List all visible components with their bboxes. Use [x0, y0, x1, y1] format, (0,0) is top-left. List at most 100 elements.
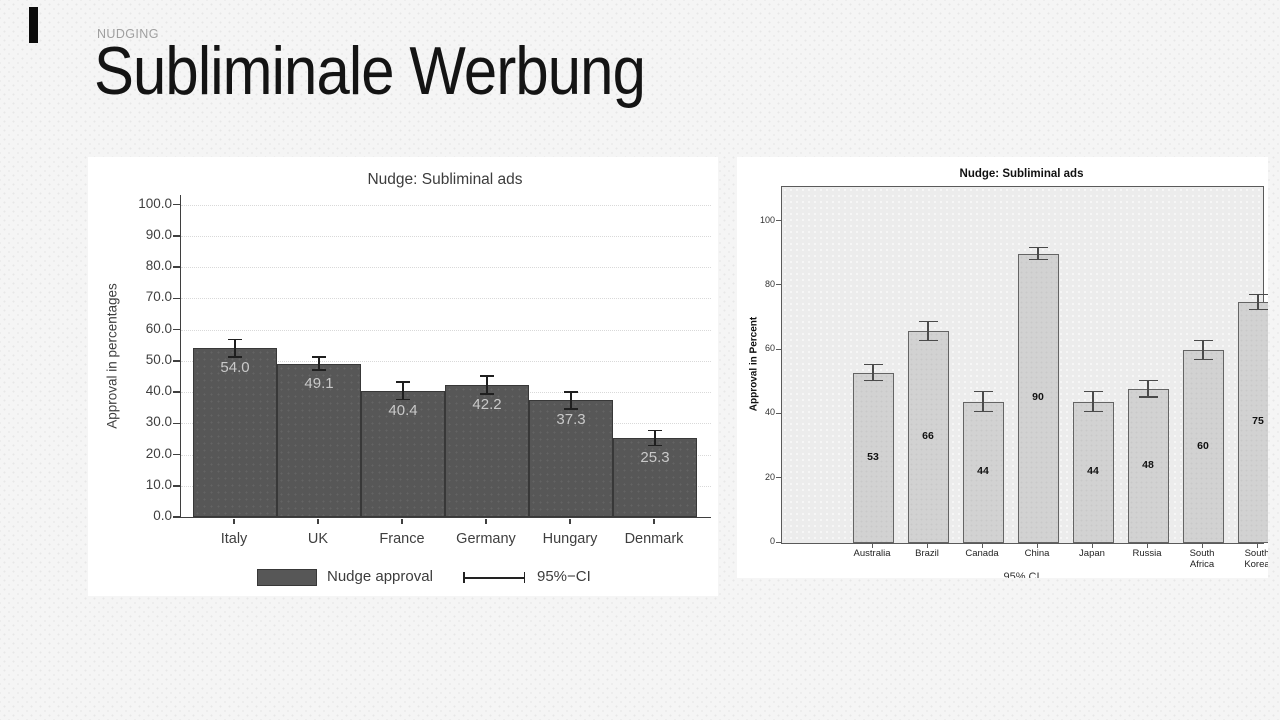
- error-bar-cap-top: [1248, 293, 1268, 295]
- x-tick-label: Australia: [853, 548, 891, 559]
- y-tick-mark: [776, 477, 781, 479]
- bar-value-label: 25.3: [640, 448, 670, 466]
- error-bar: [863, 364, 883, 381]
- bar-value-label: 37.3: [556, 411, 586, 429]
- error-bar-cap-bottom: [1193, 359, 1213, 361]
- error-bar-line: [486, 375, 488, 395]
- bar-value-label: 42.2: [472, 396, 502, 414]
- x-tick-mark: [485, 518, 487, 524]
- y-tick-label: 60.0: [145, 320, 172, 336]
- error-bar: [1248, 293, 1268, 311]
- x-tick-mark: [1091, 544, 1093, 548]
- error-bar-line: [1037, 247, 1039, 261]
- error-bar-cap-bottom: [1083, 410, 1103, 412]
- error-bar-cap-bottom: [312, 369, 326, 371]
- error-bar: [973, 391, 993, 412]
- error-bar-line: [982, 391, 984, 412]
- error-bar-line: [402, 381, 404, 401]
- x-tick-label: Canada: [965, 548, 999, 559]
- error-bar-cap-top: [396, 381, 410, 383]
- legend-bar-swatch-icon: [257, 569, 317, 586]
- y-tick-mark: [173, 328, 180, 331]
- x-tick-mark: [1036, 544, 1038, 548]
- bar-south-korea: [1237, 301, 1268, 543]
- y-tick-mark: [776, 412, 781, 414]
- error-bar-line: [1202, 339, 1204, 361]
- error-bar: [396, 381, 410, 401]
- bar-value-label: 49.1: [304, 374, 334, 392]
- x-tick-mark: [653, 518, 655, 524]
- bar-value-label: 40.4: [388, 401, 418, 419]
- gridline: [181, 204, 711, 206]
- error-bar-line: [1092, 391, 1094, 412]
- gridline: [181, 267, 711, 268]
- y-tick-mark: [173, 297, 180, 299]
- error-bar-line: [872, 364, 874, 381]
- x-tick-mark: [233, 518, 235, 524]
- x-tick-label: Japan: [1079, 548, 1105, 559]
- x-tick-label: Denmark: [624, 531, 684, 547]
- bar-value-label: 44: [1087, 465, 1099, 478]
- error-bar-cap-top: [648, 429, 662, 431]
- right-chart-plot-area: 53 66 44 90 44 48 60 75: [781, 186, 1268, 544]
- x-tick-label: Germany: [456, 531, 516, 547]
- error-bar: [312, 356, 326, 371]
- x-tick-label: Hungary: [542, 531, 598, 547]
- bar-france: 40.4: [361, 390, 445, 517]
- right-chart-x-axis-caption: 95% CI: [1003, 571, 1040, 578]
- legend-label-nudge-approval: Nudge approval: [327, 568, 433, 585]
- y-tick-mark: [173, 203, 180, 206]
- error-bar-cap-top: [863, 364, 883, 366]
- error-bar-cap-top: [1083, 391, 1103, 393]
- error-bar-cap-bottom: [918, 339, 938, 342]
- x-tick-mark: [401, 518, 403, 524]
- error-bar-cap-top: [1138, 379, 1158, 381]
- error-bar: [564, 391, 578, 410]
- error-bar-line: [1257, 293, 1259, 311]
- x-tick-mark: [1256, 544, 1258, 548]
- slide-title: Subliminale Werbung: [94, 33, 646, 109]
- error-bar-cap-bottom: [863, 379, 883, 381]
- error-bar-cap-bottom: [396, 398, 410, 401]
- y-tick-label: 60: [764, 343, 775, 354]
- right-chart-title: Nudge: Subliminal ads: [959, 168, 1084, 180]
- bar-germany: 42.2: [445, 385, 529, 517]
- bar-value-label: 48: [1142, 458, 1154, 471]
- x-tick-label: South Korea: [1244, 548, 1268, 570]
- y-tick-label: 0.0: [153, 508, 172, 523]
- error-bar-cap-top: [564, 391, 578, 393]
- legend-label-ci: 95%−CI: [537, 568, 591, 585]
- bar-south-africa: [1182, 350, 1224, 543]
- bar-denmark: 25.3: [613, 437, 697, 517]
- x-tick-mark: [1146, 544, 1148, 548]
- error-bar-line: [654, 429, 656, 447]
- error-bar-cap-bottom: [1028, 258, 1048, 261]
- x-tick-mark: [871, 544, 873, 548]
- error-bar-cap-top: [228, 338, 242, 341]
- y-tick-label: 70.0: [145, 289, 172, 305]
- y-tick-label: 40: [764, 407, 775, 418]
- y-tick-label: 90.0: [145, 226, 172, 242]
- error-bar-line: [234, 338, 236, 358]
- error-bar-cap-top: [480, 375, 494, 377]
- gridline: [181, 235, 711, 237]
- error-bar: [918, 320, 938, 342]
- bar-uk: 49.1: [277, 363, 361, 517]
- y-tick-mark: [173, 485, 180, 487]
- x-tick-mark: [317, 518, 319, 524]
- error-bar: [480, 375, 494, 395]
- bar-china: [1017, 253, 1059, 543]
- bar-value-label: 66: [922, 429, 934, 442]
- x-tick-mark: [981, 544, 983, 548]
- y-tick-mark: [173, 235, 180, 237]
- x-tick-mark: [926, 544, 928, 548]
- error-bar-cap-top: [1028, 247, 1048, 249]
- bar-hungary: 37.3: [529, 400, 613, 517]
- x-tick-label: UK: [307, 531, 329, 547]
- error-bar-line: [1147, 379, 1149, 398]
- x-tick-label: China: [1024, 548, 1050, 559]
- error-bar-line: [570, 391, 572, 410]
- y-tick-mark: [173, 516, 180, 518]
- error-bar-cap-top: [918, 320, 938, 322]
- error-bar: [1028, 247, 1048, 261]
